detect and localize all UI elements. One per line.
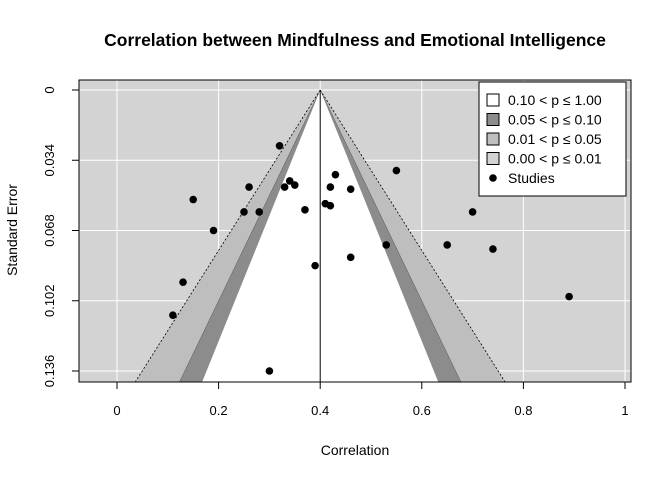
y-tick-label: 0.068 <box>42 214 57 247</box>
y-tick-label: 0.102 <box>42 284 57 317</box>
legend-label: 0.01 < p ≤ 0.05 <box>508 131 602 147</box>
chart-title: Correlation between Mindfulness and Emot… <box>104 30 606 50</box>
study-point <box>265 367 274 375</box>
study-point <box>346 185 355 193</box>
study-point <box>382 241 391 249</box>
y-axis: 0 0.034 0.068 0.102 0.136 <box>42 86 80 388</box>
study-point <box>240 208 248 216</box>
study-point <box>189 195 197 204</box>
study-point <box>285 177 294 185</box>
study-point <box>255 208 264 216</box>
funnel-contour-line <box>319 89 462 383</box>
study-points <box>169 141 573 375</box>
legend-swatch <box>486 93 500 107</box>
study-point <box>245 183 253 191</box>
study-point <box>392 166 401 175</box>
legend-point-marker <box>489 174 497 182</box>
legend-swatch <box>486 113 500 126</box>
y-tick-label: 0.034 <box>42 144 57 177</box>
x-axis-label: Correlation <box>321 442 389 458</box>
study-point <box>311 261 319 270</box>
funnel-boundary-line <box>134 89 321 383</box>
legend-swatch <box>486 132 500 146</box>
study-point <box>179 278 187 286</box>
x-axis: 0 0.2 0.4 0.6 0.8 1 <box>113 381 629 418</box>
x-tick-label: 0 <box>113 403 120 418</box>
study-point <box>565 292 573 301</box>
x-tick-label: 1 <box>621 403 628 418</box>
study-point <box>443 241 452 249</box>
legend-label: 0.00 < p ≤ 0.01 <box>508 151 602 167</box>
legend-swatch <box>486 152 500 165</box>
study-point <box>326 183 335 191</box>
legend-label: 0.05 < p ≤ 0.10 <box>508 112 602 128</box>
funnel-lines <box>134 89 506 383</box>
study-point <box>468 208 477 216</box>
x-tick-label: 0.4 <box>311 403 329 418</box>
legend: 0.10 < p ≤ 1.00 0.05 < p ≤ 0.10 0.01 < p ≤… <box>478 81 627 197</box>
study-point <box>331 170 340 179</box>
legend-label: 0.10 < p ≤ 1.00 <box>508 92 602 108</box>
study-point <box>489 245 497 253</box>
y-axis-label: Standard Error <box>4 184 20 276</box>
study-point <box>169 311 177 320</box>
study-point <box>326 201 335 210</box>
study-point <box>346 253 355 262</box>
legend-label: Studies <box>508 170 555 186</box>
study-point <box>301 206 309 214</box>
funnel-contour-line <box>179 89 321 383</box>
y-tick-label: 0 <box>42 86 57 93</box>
funnel-boundary-line <box>319 89 506 383</box>
legend-frame <box>478 81 627 197</box>
x-tick-label: 0.8 <box>514 403 532 418</box>
study-point <box>280 183 289 191</box>
study-point <box>209 226 218 235</box>
y-tick-label: 0.136 <box>42 355 57 388</box>
x-tick-label: 0.2 <box>210 403 228 418</box>
x-tick-label: 0.6 <box>413 403 431 418</box>
study-point <box>275 141 284 150</box>
study-point <box>291 181 299 189</box>
